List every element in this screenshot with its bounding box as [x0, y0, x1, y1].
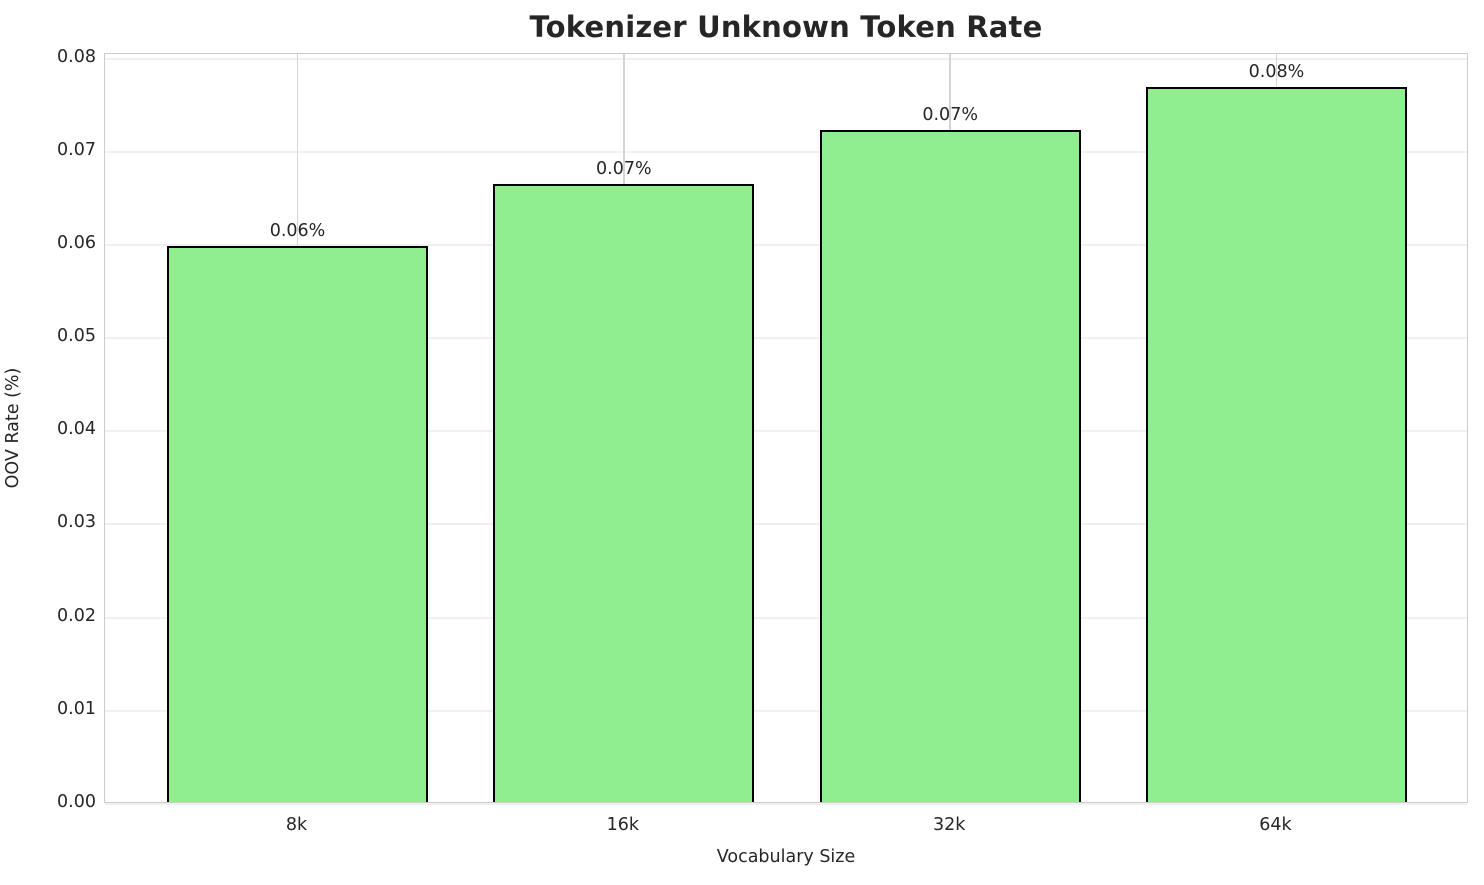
chart-title: Tokenizer Unknown Token Rate	[529, 10, 1043, 44]
y-tick-label: 0.00	[57, 792, 96, 812]
y-tick-label: 0.04	[57, 419, 96, 440]
x-axis-label: Vocabulary Size	[716, 847, 856, 867]
gridline-horizontal	[105, 709, 1467, 712]
gridline-horizontal	[105, 616, 1467, 619]
bar-16k	[493, 184, 755, 802]
bar-64k	[1145, 87, 1407, 802]
y-tick-label: 0.02	[57, 605, 96, 626]
x-tick-label-16k: 16k	[606, 815, 640, 835]
bar-32k	[819, 130, 1081, 802]
gridline-horizontal	[105, 803, 1467, 805]
bar-value-label: 0.08%	[1248, 62, 1305, 83]
bar-value-label: 0.06%	[269, 220, 326, 241]
gridline-horizontal	[105, 523, 1467, 526]
x-tick-label-32k: 32k	[932, 815, 966, 835]
gridline-horizontal	[105, 150, 1467, 153]
y-tick-label: 0.06	[57, 232, 96, 253]
y-tick-label: 0.01	[57, 698, 96, 719]
gridline-horizontal	[105, 243, 1467, 246]
gridline-horizontal	[105, 57, 1467, 60]
y-tick-label: 0.07	[57, 139, 96, 160]
plot-area: 0.06% 0.07% 0.07% 0.08%	[104, 53, 1468, 805]
bar-8k	[167, 245, 429, 802]
gridline-horizontal	[105, 337, 1467, 340]
gridline-horizontal	[105, 430, 1467, 433]
y-tick-label: 0.05	[57, 326, 96, 347]
bar-value-label: 0.07%	[922, 105, 978, 126]
x-tick-label-64k: 64k	[1259, 815, 1292, 835]
x-tick-label-8k: 8k	[285, 815, 308, 835]
y-tick-label: 0.08	[57, 46, 96, 67]
y-tick-label: 0.03	[57, 512, 96, 533]
bar-value-label: 0.07%	[596, 159, 652, 180]
